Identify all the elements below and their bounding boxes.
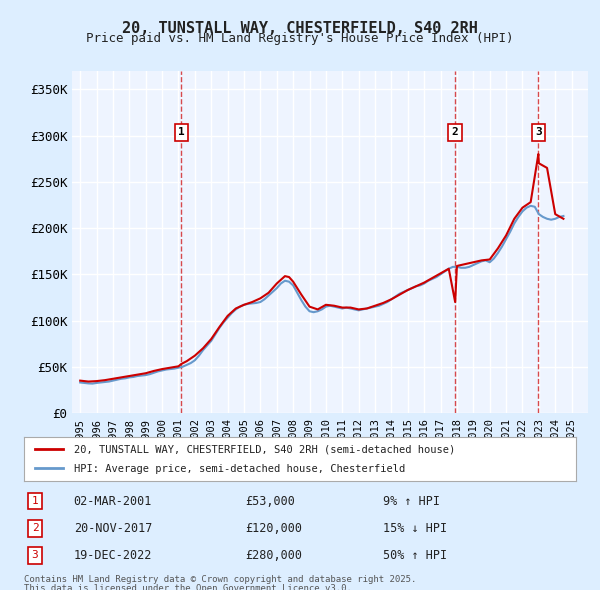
Text: This data is licensed under the Open Government Licence v3.0.: This data is licensed under the Open Gov… [24,584,352,590]
Text: 1: 1 [32,496,38,506]
Text: 1: 1 [178,127,185,137]
Text: £53,000: £53,000 [245,494,295,507]
Text: 20-NOV-2017: 20-NOV-2017 [74,522,152,535]
Text: 20, TUNSTALL WAY, CHESTERFIELD, S40 2RH (semi-detached house): 20, TUNSTALL WAY, CHESTERFIELD, S40 2RH … [74,445,455,455]
Text: 9% ↑ HPI: 9% ↑ HPI [383,494,440,507]
Text: £280,000: £280,000 [245,549,302,562]
Text: Price paid vs. HM Land Registry's House Price Index (HPI): Price paid vs. HM Land Registry's House … [86,32,514,45]
Text: 02-MAR-2001: 02-MAR-2001 [74,494,152,507]
Text: 3: 3 [535,127,542,137]
Text: 19-DEC-2022: 19-DEC-2022 [74,549,152,562]
Text: Contains HM Land Registry data © Crown copyright and database right 2025.: Contains HM Land Registry data © Crown c… [24,575,416,584]
Text: 2: 2 [32,523,38,533]
Text: 20, TUNSTALL WAY, CHESTERFIELD, S40 2RH: 20, TUNSTALL WAY, CHESTERFIELD, S40 2RH [122,21,478,35]
Text: 15% ↓ HPI: 15% ↓ HPI [383,522,447,535]
Text: 2: 2 [452,127,458,137]
Text: £120,000: £120,000 [245,522,302,535]
Text: HPI: Average price, semi-detached house, Chesterfield: HPI: Average price, semi-detached house,… [74,464,405,474]
Text: 50% ↑ HPI: 50% ↑ HPI [383,549,447,562]
Text: 3: 3 [32,550,38,560]
